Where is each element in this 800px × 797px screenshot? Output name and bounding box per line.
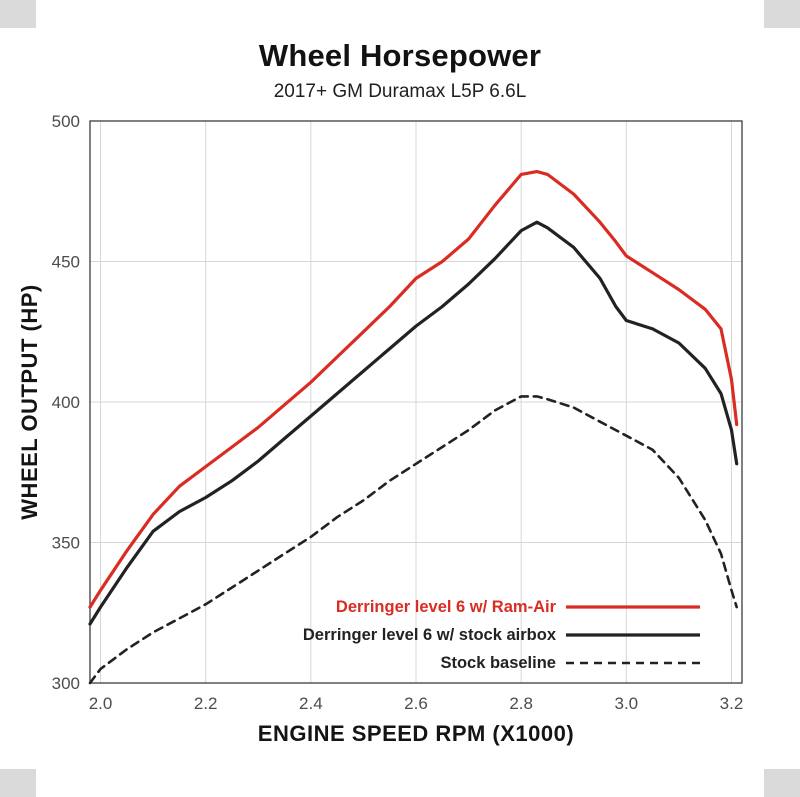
series-stock-airbox	[88, 220, 739, 626]
y-tick-label: 400	[52, 393, 80, 412]
plot-frame	[89, 120, 743, 684]
y-tick-label: 500	[52, 112, 80, 131]
legend-label-stock-baseline: Stock baseline	[440, 654, 556, 672]
x-tick-label: 2.0	[89, 694, 113, 713]
x-tick-label: 3.2	[720, 694, 744, 713]
x-axis-label: ENGINE SPEED RPM (X1000)	[257, 721, 575, 746]
y-tick-label: 350	[52, 534, 80, 553]
series-ram-air	[88, 169, 739, 609]
y-axis-label: WHEEL OUTPUT (HP)	[17, 284, 42, 520]
legend-label-ram-air: Derringer level 6 w/ Ram-Air	[336, 598, 557, 616]
x-tick-label: 2.2	[194, 694, 218, 713]
series-stock-baseline	[88, 395, 739, 685]
x-tick-label: 3.0	[615, 694, 639, 713]
legend-label-stock-airbox: Derringer level 6 w/ stock airbox	[303, 626, 557, 644]
corner-marker	[764, 769, 800, 797]
x-tick-label: 2.4	[299, 694, 323, 713]
chart-subtitle: 2017+ GM Duramax L5P 6.6L	[273, 81, 527, 102]
corner-marker	[0, 769, 36, 797]
corner-marker	[764, 0, 800, 28]
x-tick-label: 2.8	[509, 694, 533, 713]
y-tick-label: 300	[52, 674, 80, 693]
x-tick-label: 2.6	[404, 694, 428, 713]
corner-marker	[0, 0, 36, 28]
y-tick-label: 450	[52, 253, 80, 272]
chart-header: Wheel Horsepower 2017+ GM Duramax L5P 6.…	[0, 0, 800, 103]
dyno-chart-canvas: 300 350 400 450 500 2.0 2.2 2.4 2.6 2.8 3.0 3.2 Derr…	[52, 112, 744, 713]
chart-title: Wheel Horsepower	[258, 38, 542, 73]
plot-wrapper: 300 350 400 450 500 2.0 2.2 2.4 2.6 2.8 3.0 3.2 Derr…	[0, 107, 800, 757]
